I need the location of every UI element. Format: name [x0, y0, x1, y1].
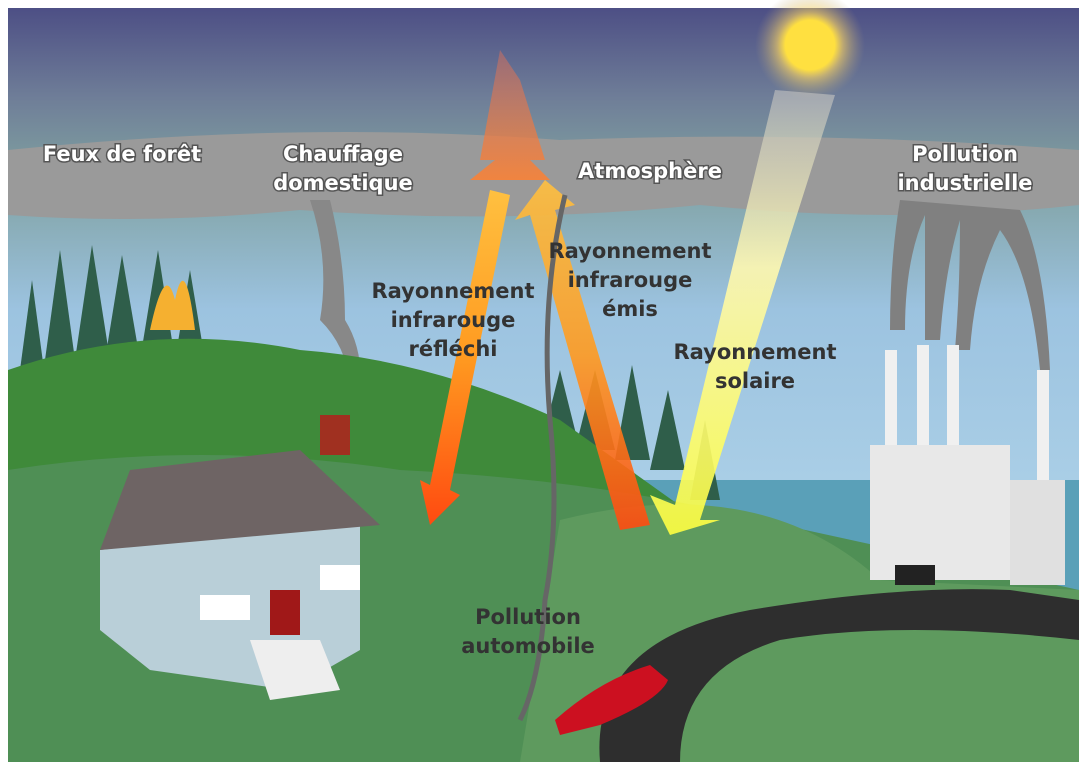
label-line: Atmosphère: [578, 159, 722, 183]
label-line: réfléchi: [408, 337, 497, 361]
label-line: Chauffage: [283, 142, 403, 166]
label-line: Rayonnement: [673, 340, 836, 364]
label-line: Feux de forêt: [43, 142, 201, 166]
label-line: Pollution: [475, 605, 581, 629]
label-line: Rayonnement: [371, 279, 534, 303]
label-line: infrarouge: [568, 268, 693, 292]
label-line: émis: [602, 297, 658, 321]
label-line: domestique: [273, 171, 413, 195]
label-line: Rayonnement: [548, 239, 711, 263]
label-line: industrielle: [897, 171, 1032, 195]
label-line: infrarouge: [391, 308, 516, 332]
greenhouse-diagram: Feux de forêt Chauffage domestique Atmosphè…: [0, 0, 1087, 770]
label-line: solaire: [715, 369, 795, 393]
label-line: Pollution: [912, 142, 1018, 166]
label-line: automobile: [461, 634, 595, 658]
